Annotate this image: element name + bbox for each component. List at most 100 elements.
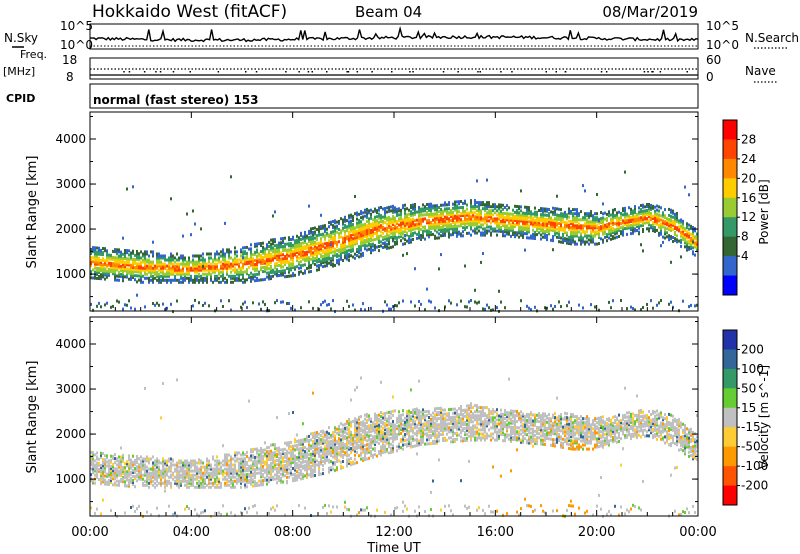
heatmap-cell xyxy=(194,459,196,463)
heatmap-cell xyxy=(446,227,448,231)
freq-dot xyxy=(651,71,653,73)
heatmap-cell xyxy=(556,231,558,235)
heatmap-cell xyxy=(252,257,254,261)
heatmap-cell xyxy=(200,467,202,471)
heatmap-cell xyxy=(194,260,196,264)
heatmap-cell xyxy=(276,481,278,485)
heatmap-cell xyxy=(660,222,662,226)
heatmap-cell xyxy=(150,260,152,264)
heatmap-cell xyxy=(260,278,262,282)
heatmap-cell xyxy=(554,217,556,221)
heatmap-cell xyxy=(302,255,304,259)
heatmap-cell xyxy=(178,471,180,475)
heatmap-cell xyxy=(260,242,262,245)
heatmap-cell xyxy=(390,209,392,213)
heatmap-cell xyxy=(362,227,364,231)
heatmap-cell xyxy=(394,206,396,210)
heatmap-cell xyxy=(546,227,548,231)
heatmap-cell xyxy=(106,257,108,261)
heatmap-cell xyxy=(544,231,546,235)
heatmap-cell xyxy=(552,237,554,241)
heatmap-cell xyxy=(394,208,396,212)
heatmap-cell xyxy=(192,475,194,479)
heatmap-cell xyxy=(170,197,172,201)
heatmap-cell xyxy=(448,201,450,205)
heatmap-cell xyxy=(652,225,654,229)
heatmap-cell xyxy=(526,212,528,215)
heatmap-cell xyxy=(250,275,252,279)
heatmap-cell xyxy=(152,262,154,266)
heatmap-cell xyxy=(400,229,402,232)
heatmap-cell xyxy=(466,211,468,215)
heatmap-cell xyxy=(362,237,364,241)
heatmap-cell xyxy=(248,276,250,279)
heatmap-cell xyxy=(172,310,174,314)
heatmap-cell xyxy=(602,232,604,236)
heatmap-cell xyxy=(152,465,154,469)
heatmap-cell xyxy=(134,262,136,265)
heatmap-cell xyxy=(162,467,164,471)
heatmap-cell xyxy=(204,258,206,262)
heatmap-cell xyxy=(168,268,170,272)
heatmap-cell xyxy=(228,471,230,475)
heatmap-cell xyxy=(102,251,104,255)
heatmap-cell xyxy=(642,230,644,233)
heatmap-cell xyxy=(356,254,358,257)
heatmap-cell xyxy=(428,204,430,208)
heatmap-cell xyxy=(96,276,98,280)
heatmap-cell xyxy=(552,222,554,226)
heatmap-cell xyxy=(652,306,654,310)
heatmap-cell xyxy=(250,454,252,458)
heatmap-cell xyxy=(240,511,242,515)
heatmap-cell xyxy=(446,203,448,207)
heatmap-cell xyxy=(466,219,468,223)
heatmap-cell xyxy=(474,199,476,203)
heatmap-cell xyxy=(370,231,372,234)
heatmap-cell xyxy=(656,303,658,307)
heatmap-cell xyxy=(362,229,364,233)
heatmap-cell xyxy=(630,218,632,221)
heatmap-cell xyxy=(412,223,414,227)
heatmap-cell xyxy=(118,272,120,276)
heatmap-cell xyxy=(694,237,696,241)
heatmap-cell xyxy=(446,211,448,215)
heatmap-cell xyxy=(386,216,388,220)
heatmap-cell xyxy=(254,474,256,478)
heatmap-cell xyxy=(592,220,594,224)
heatmap-cell xyxy=(278,251,280,255)
heatmap-cell xyxy=(412,227,414,231)
heatmap-cell xyxy=(490,213,492,217)
heatmap-cell xyxy=(268,253,270,257)
heatmap-cell xyxy=(162,270,164,274)
heatmap-cell xyxy=(612,220,614,224)
heatmap-cell xyxy=(104,271,106,275)
heatmap-cell xyxy=(90,248,92,251)
heatmap-cell xyxy=(354,232,356,236)
heatmap-cell xyxy=(208,264,210,268)
heatmap-cell xyxy=(278,477,280,480)
heatmap-cell xyxy=(548,220,550,224)
heatmap-cell xyxy=(542,229,544,233)
heatmap-cell xyxy=(270,258,272,262)
heatmap-cell xyxy=(354,226,356,230)
heatmap-cell xyxy=(482,223,484,227)
heatmap-cell xyxy=(256,447,258,451)
heatmap-cell xyxy=(488,219,490,223)
heatmap-cell xyxy=(688,235,690,239)
heatmap-cell xyxy=(422,203,424,207)
heatmap-cell xyxy=(428,223,430,227)
heatmap-cell xyxy=(646,221,648,225)
heatmap-cell xyxy=(592,224,594,228)
heatmap-cell xyxy=(350,240,352,243)
heatmap-cell xyxy=(234,268,236,272)
heatmap-cell xyxy=(678,221,680,225)
heatmap-cell xyxy=(348,216,350,220)
heatmap-cell xyxy=(206,272,208,276)
heatmap-cell xyxy=(234,246,236,250)
heatmap-cell xyxy=(258,483,260,487)
heatmap-cell xyxy=(476,217,478,221)
heatmap-cell xyxy=(598,232,600,235)
heatmap-cell xyxy=(450,211,452,214)
heatmap-cell xyxy=(422,219,424,223)
heatmap-cell xyxy=(666,217,668,221)
